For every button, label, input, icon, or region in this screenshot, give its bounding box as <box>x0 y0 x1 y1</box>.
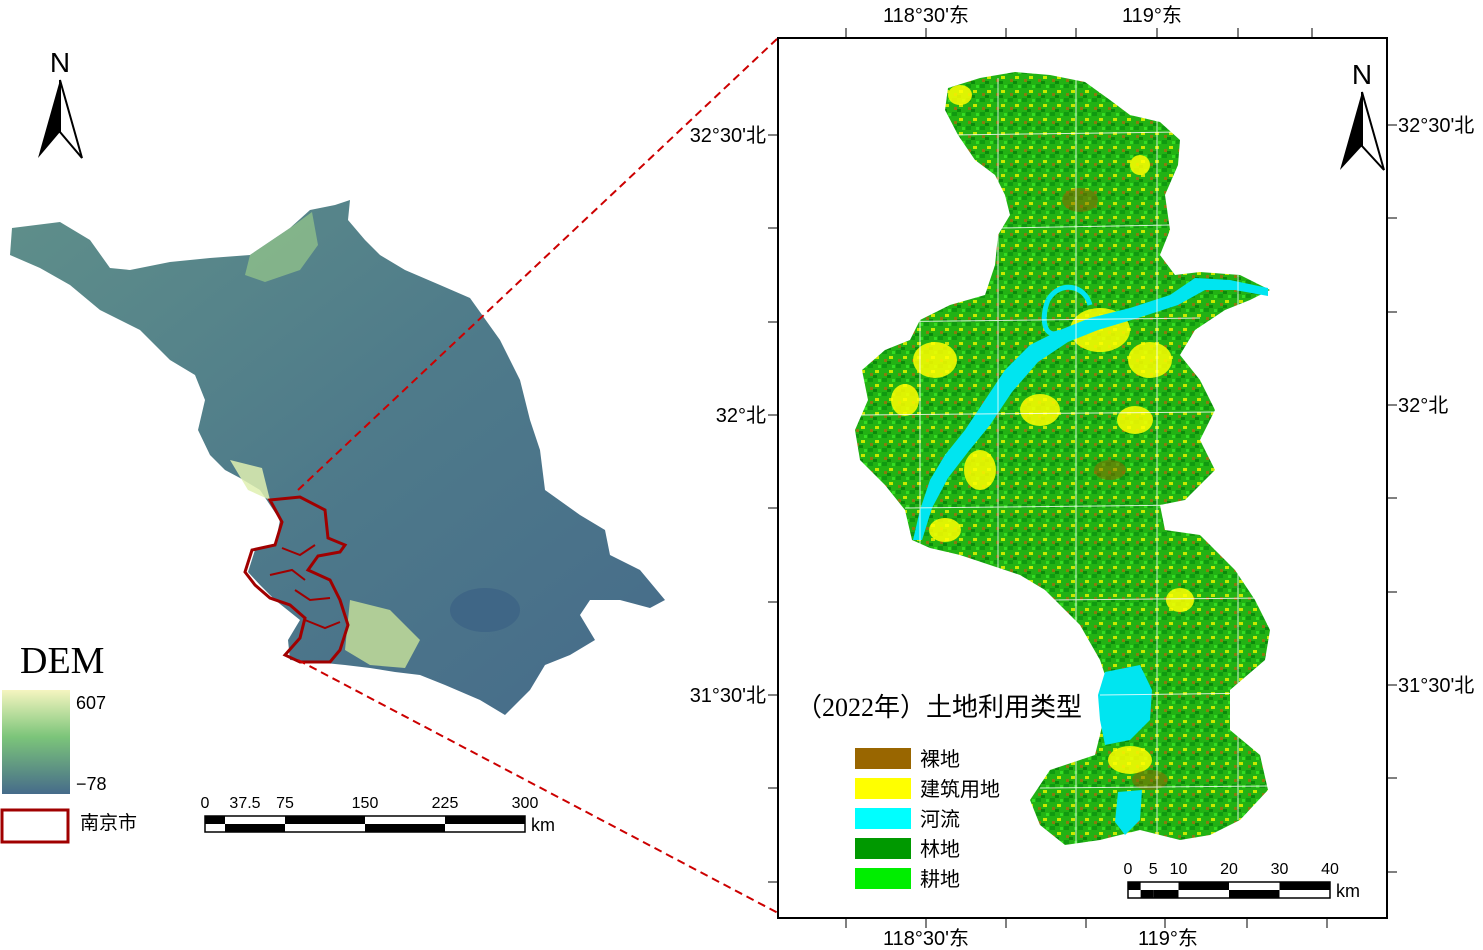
scale-block <box>285 816 365 824</box>
detail-scalebar: 0 5 10 20 30 40 km <box>1124 861 1360 901</box>
right-lat-label-1: 32°30'北 <box>1398 114 1474 137</box>
right-lat-label-2: 32°北 <box>1398 394 1448 417</box>
overview-scalebar: 0 37.5 75 150 225 300 km <box>201 795 555 835</box>
scale-block <box>1279 882 1330 890</box>
dem-min-label: −78 <box>76 774 107 794</box>
dem-legend-title: DEM <box>20 640 104 682</box>
nanjing-district-lines <box>269 544 341 630</box>
scale-block <box>205 816 225 824</box>
scale-tick-label: 150 <box>352 795 379 812</box>
dem-highland-west <box>230 460 270 500</box>
nanjing-boundary <box>243 495 350 664</box>
scale-tick-label: 10 <box>1170 861 1188 878</box>
bottom-lon-label-2: 119°东 <box>1138 927 1198 950</box>
legend-swatch-3 <box>855 808 911 829</box>
scale-block <box>1229 890 1280 898</box>
yangtze-river <box>913 278 1268 540</box>
scale-block <box>1128 882 1141 890</box>
taihu-lake <box>450 588 520 632</box>
legend-label-1: 裸地 <box>920 748 960 771</box>
scale-block <box>1140 890 1154 898</box>
boundary-legend-swatch <box>0 808 70 844</box>
scale-tick-label: 5 <box>1149 861 1158 878</box>
bare-land-patches <box>1062 188 1168 790</box>
connector-line-top <box>297 37 779 491</box>
scale-tick-label: 30 <box>1271 861 1289 878</box>
scale-block <box>1178 882 1229 890</box>
boundary-legend-label: 南京市 <box>80 812 137 834</box>
left-lat-label-3: 31°30'北 <box>690 684 766 707</box>
detail-north-label: N <box>1352 59 1372 90</box>
detail-north-arrow: N <box>1340 59 1385 171</box>
top-lon-label-2: 119°东 <box>1122 4 1182 27</box>
scale-tick-label: 20 <box>1220 861 1238 878</box>
scale-tick-label: 75 <box>276 795 294 812</box>
dem-region <box>10 200 665 715</box>
overview-north-arrow: N <box>38 47 83 159</box>
left-lat-label-2: 32°北 <box>716 404 766 427</box>
detail-map: 118°30'东 119°东 118°30'东 119°东 32°30'北 32… <box>690 4 1475 950</box>
built-up-patches <box>891 85 1194 774</box>
top-lon-label-1: 118°30'东 <box>883 4 969 27</box>
dem-highland-south <box>345 600 420 668</box>
scale-block <box>245 824 285 832</box>
right-lat-label-3: 31°30'北 <box>1398 674 1474 697</box>
legend-swatch-4 <box>855 838 911 859</box>
legend-label-5: 耕地 <box>920 868 960 891</box>
scale-tick-label: 300 <box>512 795 539 812</box>
overview-map: N DEM 607 −78 南京市 0 37.5 75 150 225 300 km <box>0 47 665 844</box>
legend-label-2: 建筑用地 <box>920 778 1000 801</box>
scale-tick-label: 0 <box>201 795 210 812</box>
scale-block <box>445 816 525 824</box>
shijiu-lake <box>1098 665 1152 745</box>
map-grid-lines <box>859 75 1269 845</box>
scale-unit-label: km <box>531 815 555 835</box>
scale-tick-label: 37.5 <box>229 795 260 812</box>
left-lat-label-1: 32°30'北 <box>690 124 766 147</box>
dem-color-ramp <box>2 690 70 794</box>
scale-block <box>225 824 245 832</box>
legend-label-3: 河流 <box>920 808 960 831</box>
dem-legend: DEM 607 −78 南京市 <box>0 640 137 844</box>
river-branch <box>1041 284 1093 337</box>
scale-block <box>1153 890 1179 898</box>
legend-swatch-2 <box>855 778 911 799</box>
north-arrow-icon <box>38 79 83 159</box>
landuse-region <box>855 72 1270 845</box>
dem-max-label: 607 <box>76 693 106 713</box>
dem-highland-north <box>245 212 318 282</box>
scale-unit-label: km <box>1336 881 1360 901</box>
legend-swatch-5 <box>855 868 911 889</box>
north-arrow-icon <box>1340 91 1385 171</box>
legend-label-4: 林地 <box>920 838 960 861</box>
scale-tick-label: 0 <box>1124 861 1133 878</box>
south-lake <box>1115 790 1142 835</box>
bottom-lon-label-1: 118°30'东 <box>883 927 969 950</box>
scale-block <box>365 824 445 832</box>
landuse-legend-title: （2022年）土地利用类型 <box>796 693 1082 722</box>
legend-swatch-1 <box>855 748 911 769</box>
graticule-ticks <box>768 28 1397 928</box>
scale-tick-label: 225 <box>432 795 459 812</box>
overview-north-label: N <box>50 47 70 78</box>
scale-tick-label: 40 <box>1321 861 1339 878</box>
